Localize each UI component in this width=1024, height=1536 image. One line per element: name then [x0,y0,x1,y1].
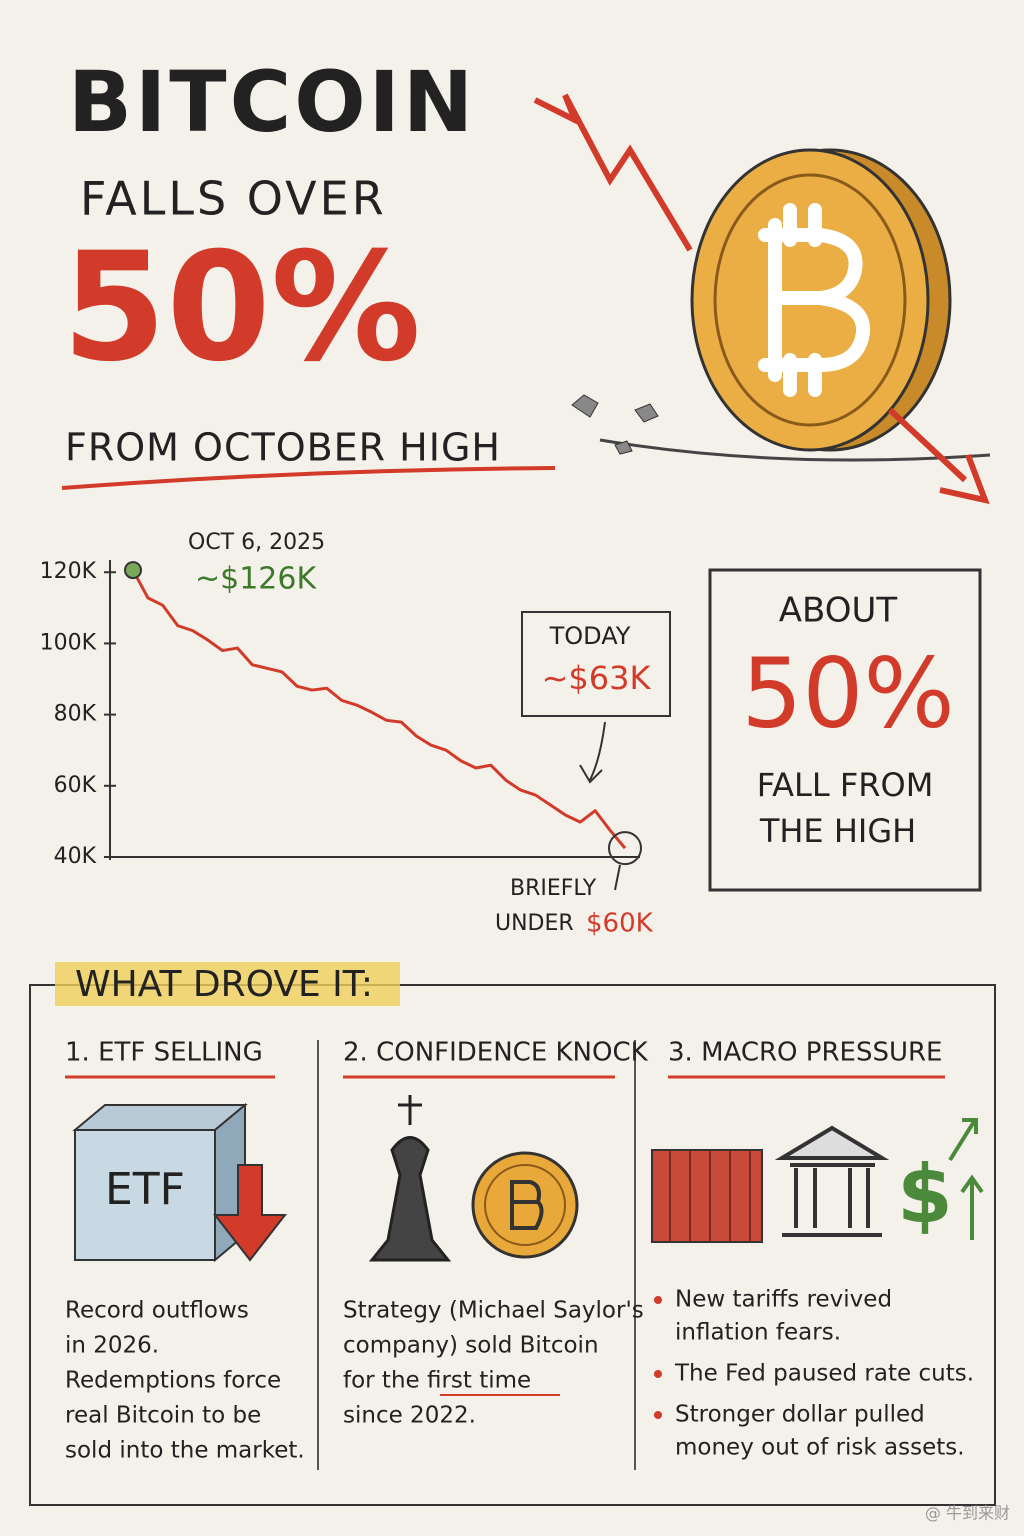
underline [61,466,556,490]
callout-line: FALL FROM [757,766,934,804]
callout-top: ABOUT [779,591,898,631]
start-point [124,561,142,580]
container-ribs [669,1150,751,1242]
headline: 50% [62,221,421,395]
column-title: 3. MACRO PRESSURE [668,1038,943,1068]
today-label: TODAY [549,622,631,650]
column-text: company) sold Bitcoin [343,1333,599,1359]
falling-arrow [533,93,693,252]
drivers-title: WHAT DROVE IT: [75,964,373,1005]
y-tick-label: 100K [40,630,97,655]
bullet [654,1296,662,1304]
column-text: for the first time [343,1368,531,1394]
column-text: Redemptions force [65,1368,281,1394]
ground [599,438,991,462]
coin-rim [713,173,907,427]
y-tick-label: 120K [40,559,97,584]
low-point [608,831,642,866]
dollar-icon: $ [897,1148,953,1241]
title: BITCOIN [68,53,476,151]
low-value: $60K [586,909,654,939]
coin-icon [471,1151,579,1259]
column-text: since 2022. [343,1403,476,1429]
low-label-1: BRIEFLY [510,876,597,901]
title-highlight [55,962,400,1006]
bullet-text: inflation fears. [675,1320,841,1346]
icon-text: ETF [105,1164,185,1215]
tagline: FROM OCTOBER HIGH [65,426,501,470]
callout-box [708,568,982,892]
column-text: sold into the market. [65,1438,305,1464]
column-title: 2. CONFIDENCE KNOCK [343,1038,649,1068]
bullet [654,1411,662,1419]
drivers-box [29,984,996,1506]
column-text: Strategy (Michael Saylor's [343,1298,644,1324]
y-tick-label: 40K [54,844,97,869]
cube-front [74,1129,216,1261]
low-label-2: UNDER [495,911,574,936]
callout-value: 50% [741,637,954,749]
bank [774,1125,890,1237]
bullet [654,1370,662,1378]
bullet-text: New tariffs revived [675,1287,892,1313]
watermark: @ 牛到来财 [925,1504,1010,1523]
y-tick-label: 80K [54,702,97,727]
today-value: ~$63K [542,659,652,697]
coin-icon-rim [484,1164,566,1246]
start-value: ~$126K [195,562,317,597]
coin-symbol [758,203,871,397]
chart: OCT 6, 2025 ~$126K TODAY ~$63K BRIEFLY U… [40,530,671,939]
column-text: in 2026. [65,1333,159,1359]
price-line [131,569,627,850]
debris [571,394,659,455]
start-date: OCT 6, 2025 [188,530,325,555]
low-pointer [614,864,621,891]
column-text: Record outflows [65,1298,249,1324]
today-box [521,611,671,717]
up-arrows [948,1118,984,1240]
bullet-text: The Fed paused rate cuts. [674,1361,974,1387]
callout-line: THE HIGH [759,812,916,850]
subtitle: FALLS OVER [80,172,387,226]
bullet-text: money out of risk assets. [675,1435,965,1461]
today-arrow [579,721,606,784]
chess-king [368,1095,452,1262]
bullet-text: Stronger dollar pulled [675,1402,925,1428]
down-arrow [887,407,990,505]
container [651,1149,763,1243]
coin-icon-symbol [510,1180,544,1230]
column-title: 1. ETF SELLING [65,1038,263,1068]
column-text: real Bitcoin to be [65,1403,261,1429]
down-arrow-icon [212,1164,288,1262]
y-tick-label: 60K [54,773,97,798]
